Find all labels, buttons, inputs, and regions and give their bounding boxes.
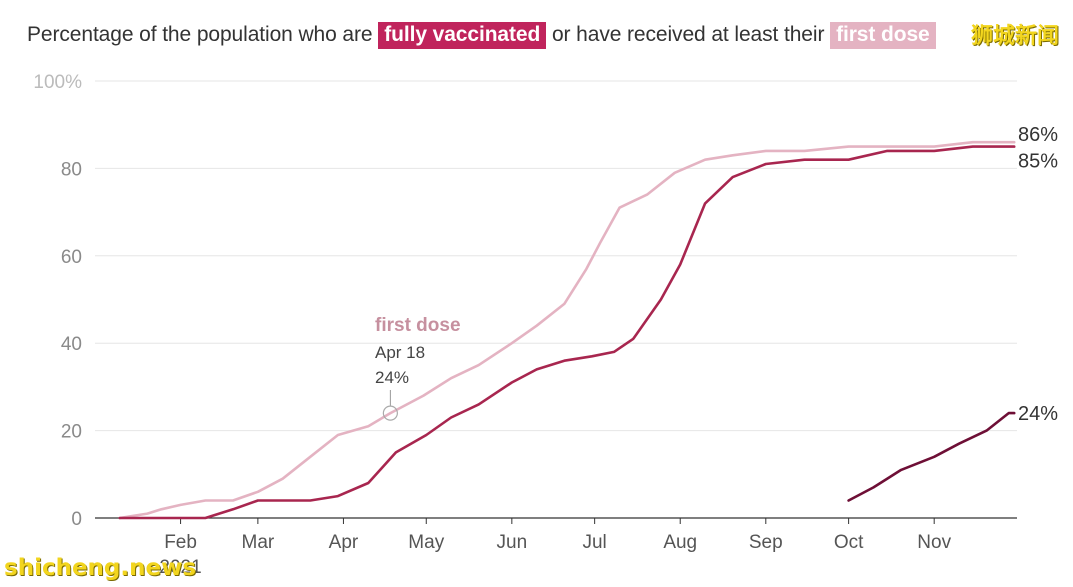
series-line-fully-vaccinated xyxy=(118,145,1016,520)
y-axis-ticks: 0 20 40 60 80 100% xyxy=(33,72,82,530)
y-tick-label: 40 xyxy=(61,334,82,355)
end-label-fully-vaccinated: 85% xyxy=(1018,151,1058,173)
x-tick-label: Jun xyxy=(497,532,528,553)
x-tick-label: May xyxy=(408,532,444,553)
x-axis-ticks: Feb Mar Apr May Jun Jul Aug Sep Oct Nov 2021 xyxy=(159,518,952,578)
first-dose-tag: first dose xyxy=(830,22,936,49)
chart-subtitle: Percentage of the population who are ful… xyxy=(27,22,936,49)
x-tick-label: Nov xyxy=(917,532,951,553)
x-tick-label: Apr xyxy=(329,532,359,553)
x-tick-label: Oct xyxy=(834,532,864,553)
watermark-bottom: shicheng.news xyxy=(4,555,197,581)
x-tick-label: Mar xyxy=(242,532,275,553)
end-label-booster: 24% xyxy=(1018,403,1058,425)
annotation-title: first dose xyxy=(375,315,461,336)
subtitle-pre: Percentage of the population who are xyxy=(27,23,373,46)
x-tick-year-label: 2021 xyxy=(159,557,201,578)
x-tick-label: Jul xyxy=(582,532,606,553)
end-labels: 86% 85% 24% xyxy=(1018,124,1058,425)
gridlines xyxy=(95,80,1017,519)
annotation-marker xyxy=(382,405,398,421)
y-tick-label: 20 xyxy=(61,422,82,443)
first-dose-annotation: first dose Apr 18 24% xyxy=(375,315,461,421)
end-label-first-dose: 86% xyxy=(1018,124,1058,146)
series-line-booster xyxy=(847,411,1016,502)
series-line-first-dose xyxy=(118,140,1016,520)
x-tick-label: Sep xyxy=(749,532,783,553)
y-tick-label: 0 xyxy=(71,509,82,530)
x-tick-label: Feb xyxy=(164,532,197,553)
annotation-value: 24% xyxy=(375,368,409,387)
y-tick-label: 80 xyxy=(61,159,82,180)
series-lines xyxy=(118,140,1016,520)
watermark-top: 狮城新闻 xyxy=(970,24,1059,49)
y-tick-label: 100% xyxy=(33,72,82,93)
annotation-date: Apr 18 xyxy=(375,343,425,362)
subtitle-mid: or have received at least their xyxy=(551,23,825,46)
y-tick-label: 60 xyxy=(61,247,82,268)
fully-vaccinated-tag: fully vaccinated xyxy=(378,22,547,49)
x-tick-label: Aug xyxy=(663,532,697,553)
